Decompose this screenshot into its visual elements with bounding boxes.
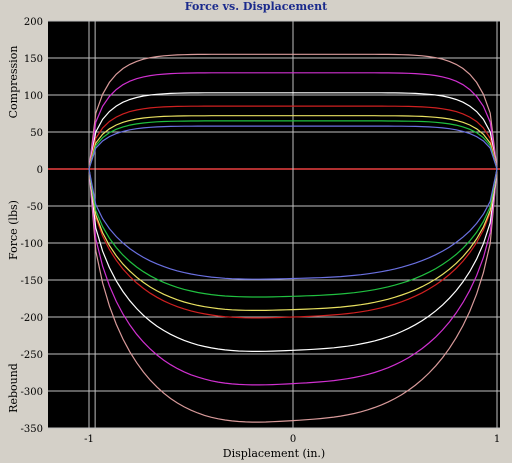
y-axis-label-rebound: Rebound	[7, 363, 20, 413]
x-tick-label: 1	[494, 434, 500, 445]
y-tick-label: -50	[27, 202, 43, 213]
x-tick-label: -1	[84, 434, 94, 445]
y-tick-label: -100	[21, 239, 43, 250]
series-layer	[88, 53, 498, 423]
plot-area	[48, 21, 500, 428]
y-tick-label: -350	[21, 424, 43, 435]
series-loop	[88, 125, 498, 280]
y-tick-label: 100	[24, 91, 43, 102]
y-tick-label: 0	[37, 165, 43, 176]
y-tick-label: 150	[24, 54, 43, 65]
y-tick-label: -250	[21, 350, 43, 361]
y-tick-label: -300	[21, 387, 43, 398]
x-tick-label: 0	[290, 434, 296, 445]
y-axis-label: Force (lbs)	[7, 200, 20, 260]
chart-title: Force vs. Displacement	[185, 0, 328, 13]
y-tick-label: -200	[21, 313, 43, 324]
y-tick-label: 200	[24, 17, 43, 28]
x-axis-label: Displacement (in.)	[223, 447, 325, 460]
y-axis-label-compression: Compression	[7, 46, 20, 119]
y-tick-label: -150	[21, 276, 43, 287]
y-tick-label: 50	[30, 128, 43, 139]
axis-layer: 200 150 100 50 0 -50 -100 -150 -200 -250 -300 -350 -…	[21, 17, 501, 445]
